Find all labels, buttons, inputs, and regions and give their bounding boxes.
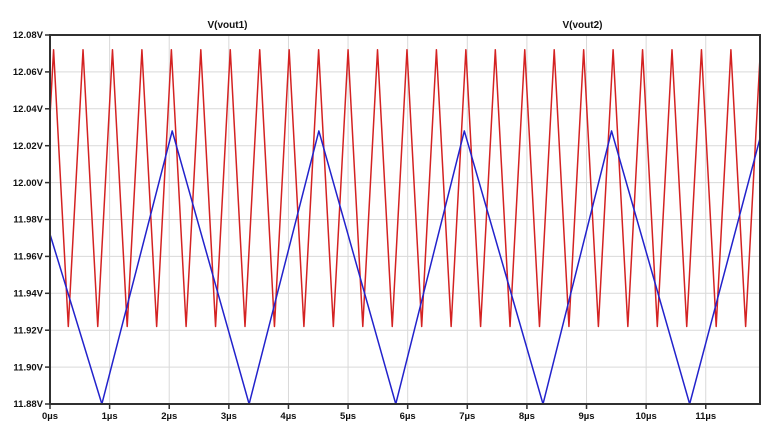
y-tick-label: 11.98V <box>13 215 43 226</box>
x-tick-label: 9µs <box>579 411 595 422</box>
y-tick-label: 12.06V <box>13 67 44 78</box>
y-tick-label: 12.00V <box>13 178 44 189</box>
x-tick-label: 0µs <box>42 411 58 422</box>
y-tick-label: 12.02V <box>13 141 44 152</box>
x-tick-label: 10µs <box>635 411 656 422</box>
trace-1 <box>50 49 760 328</box>
x-tick-label: 3µs <box>221 411 237 422</box>
x-tick-label: 5µs <box>340 411 356 422</box>
y-tick-label: 11.94V <box>13 289 43 300</box>
x-tick-label: 4µs <box>280 411 296 422</box>
y-tick-label: 12.08V <box>13 30 44 41</box>
y-tick-label: 11.96V <box>13 252 43 263</box>
x-tick-label: 1µs <box>102 411 118 422</box>
x-tick-label: 8µs <box>519 411 535 422</box>
axis-ticks <box>45 34 707 409</box>
x-tick-label: 7µs <box>459 411 475 422</box>
legend-label-2[interactable]: V(vout2) <box>563 20 603 31</box>
y-tick-label: 12.04V <box>13 104 44 115</box>
trace-2 <box>50 130 760 404</box>
x-tick-label: 6µs <box>400 411 416 422</box>
traces <box>50 49 760 404</box>
trace-legend: V(vout1) V(vout2) <box>208 20 603 31</box>
y-tick-label: 11.92V <box>13 325 43 336</box>
x-tick-label: 2µs <box>161 411 177 422</box>
x-tick-label: 11µs <box>695 411 716 422</box>
legend-label-1[interactable]: V(vout1) <box>208 20 248 31</box>
axis-labels: 12.08V 12.06V 12.04V 12.02V 12.00V 11.98V 11.9… <box>13 30 716 422</box>
y-tick-label: 11.88V <box>13 399 43 410</box>
y-tick-label: 11.90V <box>13 362 43 373</box>
grid-lines <box>50 35 760 404</box>
